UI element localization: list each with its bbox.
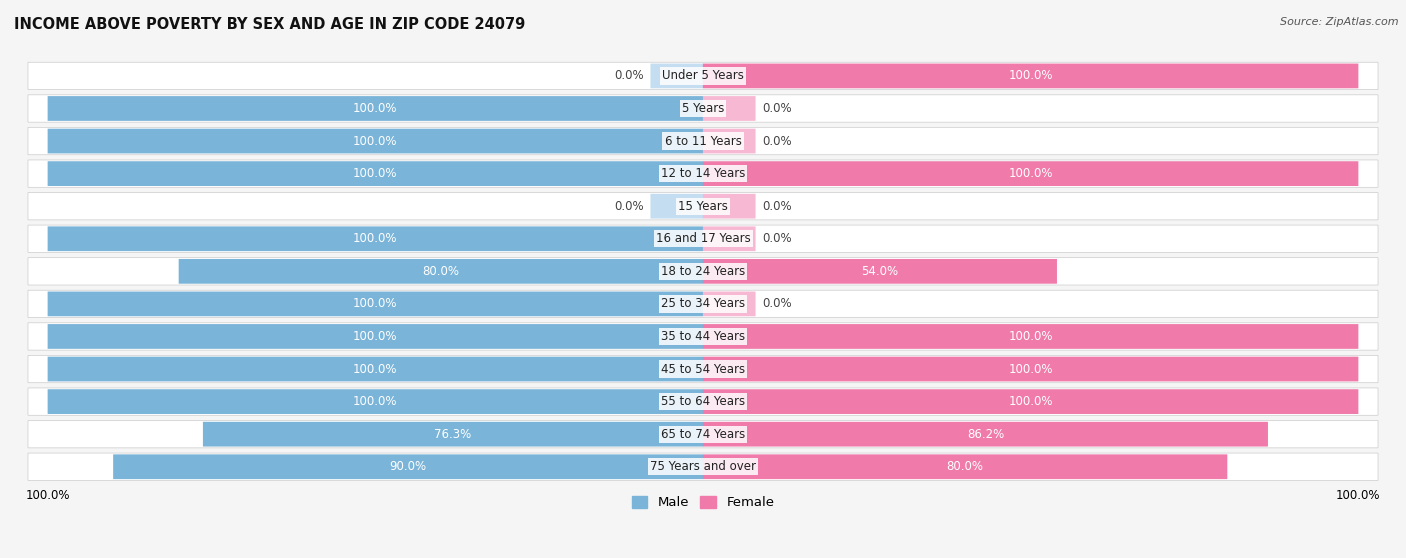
FancyBboxPatch shape xyxy=(28,453,1378,480)
Text: 100.0%: 100.0% xyxy=(1008,167,1053,180)
Legend: Male, Female: Male, Female xyxy=(626,490,780,514)
Text: 100.0%: 100.0% xyxy=(353,395,398,408)
Text: 65 to 74 Years: 65 to 74 Years xyxy=(661,427,745,441)
FancyBboxPatch shape xyxy=(651,64,703,88)
Text: 80.0%: 80.0% xyxy=(946,460,984,473)
FancyBboxPatch shape xyxy=(703,96,755,121)
Text: Source: ZipAtlas.com: Source: ZipAtlas.com xyxy=(1281,17,1399,27)
FancyBboxPatch shape xyxy=(703,324,1358,349)
Text: 0.0%: 0.0% xyxy=(762,232,792,246)
Text: 0.0%: 0.0% xyxy=(762,134,792,147)
FancyBboxPatch shape xyxy=(28,388,1378,415)
Text: 5 Years: 5 Years xyxy=(682,102,724,115)
FancyBboxPatch shape xyxy=(28,62,1378,90)
FancyBboxPatch shape xyxy=(28,258,1378,285)
FancyBboxPatch shape xyxy=(28,95,1378,122)
FancyBboxPatch shape xyxy=(48,324,703,349)
FancyBboxPatch shape xyxy=(703,291,755,316)
FancyBboxPatch shape xyxy=(28,323,1378,350)
Text: 0.0%: 0.0% xyxy=(762,102,792,115)
FancyBboxPatch shape xyxy=(703,454,1227,479)
FancyBboxPatch shape xyxy=(651,194,703,219)
FancyBboxPatch shape xyxy=(703,422,1268,446)
FancyBboxPatch shape xyxy=(703,194,755,219)
FancyBboxPatch shape xyxy=(703,129,755,153)
FancyBboxPatch shape xyxy=(48,389,703,414)
FancyBboxPatch shape xyxy=(179,259,703,283)
FancyBboxPatch shape xyxy=(28,127,1378,155)
Text: 90.0%: 90.0% xyxy=(389,460,426,473)
FancyBboxPatch shape xyxy=(48,357,703,382)
Text: 100.0%: 100.0% xyxy=(353,134,398,147)
Text: 54.0%: 54.0% xyxy=(862,265,898,278)
Text: 18 to 24 Years: 18 to 24 Years xyxy=(661,265,745,278)
FancyBboxPatch shape xyxy=(703,259,1057,283)
Text: 0.0%: 0.0% xyxy=(762,200,792,213)
FancyBboxPatch shape xyxy=(202,422,703,446)
Text: 100.0%: 100.0% xyxy=(353,232,398,246)
FancyBboxPatch shape xyxy=(48,161,703,186)
Text: 45 to 54 Years: 45 to 54 Years xyxy=(661,363,745,376)
Text: 100.0%: 100.0% xyxy=(353,297,398,310)
FancyBboxPatch shape xyxy=(28,355,1378,383)
Text: 12 to 14 Years: 12 to 14 Years xyxy=(661,167,745,180)
Text: 100.0%: 100.0% xyxy=(1008,330,1053,343)
FancyBboxPatch shape xyxy=(703,227,755,251)
Text: 35 to 44 Years: 35 to 44 Years xyxy=(661,330,745,343)
FancyBboxPatch shape xyxy=(703,64,1358,88)
Text: 0.0%: 0.0% xyxy=(614,69,644,83)
Text: 0.0%: 0.0% xyxy=(762,297,792,310)
Text: 100.0%: 100.0% xyxy=(353,167,398,180)
FancyBboxPatch shape xyxy=(48,96,703,121)
FancyBboxPatch shape xyxy=(28,225,1378,252)
Text: 100.0%: 100.0% xyxy=(353,330,398,343)
Text: Under 5 Years: Under 5 Years xyxy=(662,69,744,83)
FancyBboxPatch shape xyxy=(28,290,1378,318)
FancyBboxPatch shape xyxy=(703,161,1358,186)
Text: 55 to 64 Years: 55 to 64 Years xyxy=(661,395,745,408)
FancyBboxPatch shape xyxy=(48,227,703,251)
Text: 100.0%: 100.0% xyxy=(1008,69,1053,83)
FancyBboxPatch shape xyxy=(28,193,1378,220)
FancyBboxPatch shape xyxy=(28,160,1378,187)
Text: 100.0%: 100.0% xyxy=(1008,395,1053,408)
Text: 76.3%: 76.3% xyxy=(434,427,471,441)
Text: INCOME ABOVE POVERTY BY SEX AND AGE IN ZIP CODE 24079: INCOME ABOVE POVERTY BY SEX AND AGE IN Z… xyxy=(14,17,526,32)
Text: 6 to 11 Years: 6 to 11 Years xyxy=(665,134,741,147)
Text: 100.0%: 100.0% xyxy=(1008,363,1053,376)
FancyBboxPatch shape xyxy=(48,291,703,316)
Text: 80.0%: 80.0% xyxy=(422,265,460,278)
Text: 100.0%: 100.0% xyxy=(353,102,398,115)
FancyBboxPatch shape xyxy=(48,129,703,153)
Text: 100.0%: 100.0% xyxy=(353,363,398,376)
Text: 25 to 34 Years: 25 to 34 Years xyxy=(661,297,745,310)
Text: 15 Years: 15 Years xyxy=(678,200,728,213)
Text: 16 and 17 Years: 16 and 17 Years xyxy=(655,232,751,246)
Text: 86.2%: 86.2% xyxy=(967,427,1004,441)
FancyBboxPatch shape xyxy=(112,454,703,479)
FancyBboxPatch shape xyxy=(703,357,1358,382)
FancyBboxPatch shape xyxy=(703,389,1358,414)
FancyBboxPatch shape xyxy=(28,421,1378,448)
Text: 0.0%: 0.0% xyxy=(614,200,644,213)
Text: 75 Years and over: 75 Years and over xyxy=(650,460,756,473)
